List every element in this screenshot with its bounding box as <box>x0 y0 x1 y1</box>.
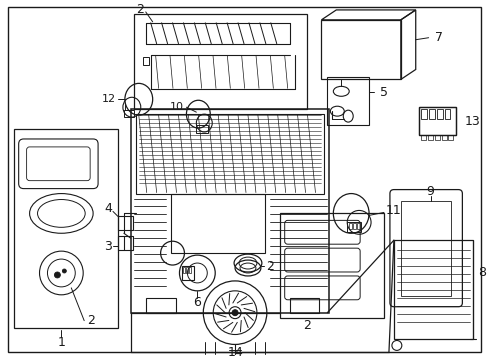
Bar <box>196 125 208 133</box>
Bar <box>118 236 133 250</box>
Text: 7: 7 <box>434 31 442 44</box>
Bar <box>321 20 400 80</box>
Bar <box>436 109 442 119</box>
Ellipse shape <box>232 310 238 316</box>
Bar <box>356 223 359 229</box>
Bar <box>418 107 455 135</box>
Bar <box>393 240 472 339</box>
Bar <box>427 135 432 140</box>
Text: 12: 12 <box>102 94 116 104</box>
Bar <box>186 267 188 273</box>
Text: 2: 2 <box>136 4 143 17</box>
Ellipse shape <box>54 272 60 278</box>
Bar <box>145 298 175 313</box>
Text: 6: 6 <box>193 296 201 309</box>
Text: 4: 4 <box>104 202 112 215</box>
Bar <box>134 14 306 109</box>
Bar <box>447 135 452 140</box>
Ellipse shape <box>62 269 66 273</box>
Bar <box>14 129 118 328</box>
Text: 10: 10 <box>169 102 183 112</box>
Bar <box>142 57 148 64</box>
Bar <box>170 194 264 253</box>
Bar <box>420 109 426 119</box>
Bar <box>400 201 450 296</box>
Bar <box>428 109 434 119</box>
Bar <box>279 213 383 318</box>
Text: 2: 2 <box>87 314 95 327</box>
Bar <box>131 109 329 313</box>
Text: 9: 9 <box>426 185 434 198</box>
Bar <box>441 135 446 140</box>
Text: 2: 2 <box>265 260 273 273</box>
Text: 1: 1 <box>57 336 65 349</box>
Bar <box>189 267 191 273</box>
Text: 5: 5 <box>379 86 387 99</box>
Bar <box>183 267 185 273</box>
Bar <box>348 223 351 229</box>
Bar <box>326 77 368 125</box>
Bar <box>136 114 324 194</box>
Bar <box>289 298 319 313</box>
Text: 2: 2 <box>303 319 311 332</box>
Bar <box>118 216 133 230</box>
Bar <box>444 109 449 119</box>
Bar <box>352 223 355 229</box>
Bar <box>418 107 455 135</box>
Bar <box>123 110 134 117</box>
Bar <box>346 222 361 232</box>
Bar <box>434 135 439 140</box>
Text: 8: 8 <box>477 266 485 279</box>
Text: 3: 3 <box>104 240 112 253</box>
Bar <box>182 266 194 280</box>
Text: 14: 14 <box>227 346 243 359</box>
Text: 11: 11 <box>385 204 401 217</box>
Bar <box>420 135 425 140</box>
Text: 13: 13 <box>464 114 479 127</box>
